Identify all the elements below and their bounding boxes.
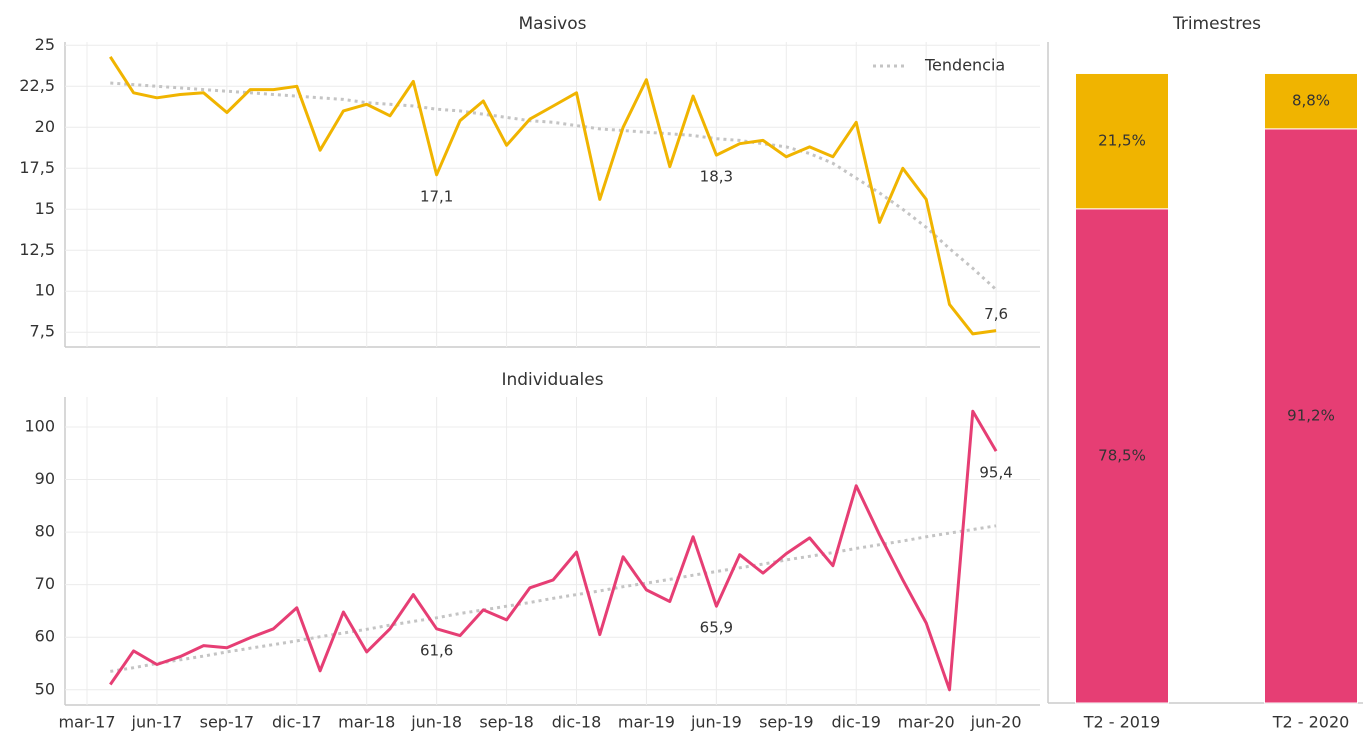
x-tick-label: jun-19 xyxy=(690,713,742,732)
x-tick-label: sep-17 xyxy=(200,713,254,732)
legend-label: Tendencia xyxy=(924,56,1005,75)
x-tick-label: dic-17 xyxy=(272,713,322,732)
data-label: 17,1 xyxy=(420,187,453,205)
trend-line xyxy=(110,81,998,291)
bar-segment xyxy=(1075,208,1169,704)
chart-title: Trimestres xyxy=(1172,14,1261,34)
x-tick-label: mar-18 xyxy=(338,713,395,732)
data-label: 18,3 xyxy=(700,168,733,186)
y-tick-label: 70 xyxy=(35,574,55,593)
chart-title: Masivos xyxy=(519,14,587,34)
y-tick-label: 17,5 xyxy=(19,158,55,177)
y-tick-label: 7,5 xyxy=(30,322,55,341)
y-tick-label: 80 xyxy=(35,522,55,541)
x-tick-label: jun-18 xyxy=(410,713,462,732)
x-tick-label: sep-18 xyxy=(479,713,533,732)
trend-line xyxy=(110,524,997,673)
x-tick-label: T2 - 2020 xyxy=(1272,713,1350,732)
x-tick-label: dic-19 xyxy=(831,713,881,732)
x-tick-label: mar-20 xyxy=(898,713,955,732)
y-tick-label: 20 xyxy=(35,117,55,136)
x-tick-label: jun-20 xyxy=(970,713,1022,732)
data-line xyxy=(109,409,998,692)
y-tick-label: 60 xyxy=(35,627,55,646)
data-label: 91,2% xyxy=(1287,406,1335,424)
y-tick-label: 100 xyxy=(24,416,55,435)
x-tick-label: mar-17 xyxy=(58,713,115,732)
data-label: 95,4 xyxy=(979,464,1012,482)
data-label: 21,5% xyxy=(1098,132,1146,150)
x-tick-label: jun-17 xyxy=(131,713,183,732)
data-label: 7,6 xyxy=(984,305,1008,323)
y-tick-label: 90 xyxy=(35,469,55,488)
bar-segment xyxy=(1264,128,1358,704)
y-tick-label: 50 xyxy=(35,679,55,698)
x-tick-label: mar-19 xyxy=(618,713,675,732)
data-line xyxy=(109,55,997,336)
bar-segment xyxy=(1264,72,1358,130)
data-label: 61,6 xyxy=(420,641,453,659)
y-tick-label: 10 xyxy=(35,281,55,300)
y-tick-label: 12,5 xyxy=(19,240,55,259)
y-tick-label: 22,5 xyxy=(19,76,55,95)
y-tick-label: 15 xyxy=(35,199,55,218)
data-label: 65,9 xyxy=(700,619,733,637)
chart-title: Individuales xyxy=(501,370,603,390)
data-label: 8,8% xyxy=(1292,92,1330,110)
x-tick-label: T2 - 2019 xyxy=(1083,713,1161,732)
x-tick-label: dic-18 xyxy=(552,713,602,732)
data-label: 78,5% xyxy=(1098,446,1146,464)
y-tick-label: 25 xyxy=(35,35,55,54)
bar-segment xyxy=(1075,72,1169,210)
x-tick-label: sep-19 xyxy=(759,713,813,732)
